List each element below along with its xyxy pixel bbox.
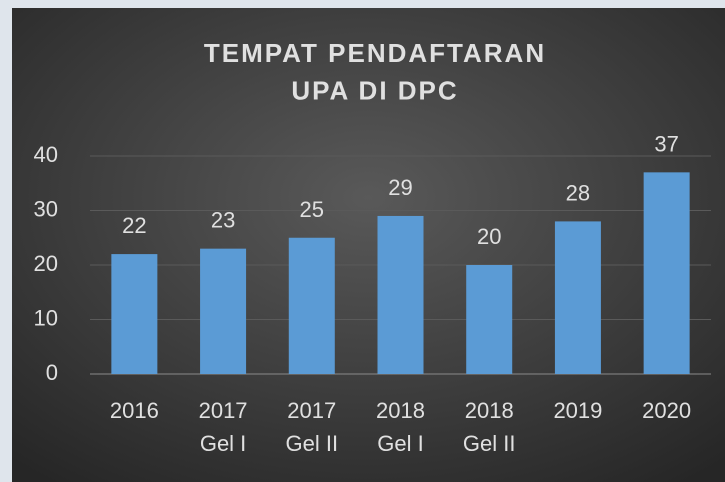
x-tick-label: 2017 Gel II xyxy=(285,398,338,456)
x-tick-label: 2020 xyxy=(642,398,691,423)
x-tick-label: 2018 Gel II xyxy=(463,398,516,456)
chart-title: TEMPAT PENDAFTARAN UPA DI DPC xyxy=(204,38,546,106)
x-tick-label: 2019 xyxy=(553,398,602,423)
bar xyxy=(111,254,158,374)
value-label: 20 xyxy=(477,224,501,249)
y-tick-label: 0 xyxy=(46,360,58,385)
bar xyxy=(466,265,513,374)
bar xyxy=(200,248,247,374)
y-tick-label: 10 xyxy=(34,305,58,330)
value-label: 25 xyxy=(300,197,324,222)
y-tick-label: 30 xyxy=(34,196,58,221)
bar xyxy=(377,215,424,374)
value-label: 28 xyxy=(566,180,590,205)
bar xyxy=(288,237,335,374)
value-label: 23 xyxy=(211,207,235,232)
y-tick-label: 20 xyxy=(34,251,58,276)
bar xyxy=(554,221,601,374)
value-label: 37 xyxy=(654,131,678,156)
chart-panel xyxy=(12,8,725,482)
x-tick-label: 2017 Gel I xyxy=(199,398,248,456)
y-tick-label: 40 xyxy=(34,142,58,167)
bar xyxy=(643,172,690,374)
value-label: 22 xyxy=(122,213,146,238)
x-tick-label: 2018 Gel I xyxy=(376,398,425,456)
value-label: 29 xyxy=(388,175,412,200)
x-tick-label: 2016 xyxy=(110,398,159,423)
